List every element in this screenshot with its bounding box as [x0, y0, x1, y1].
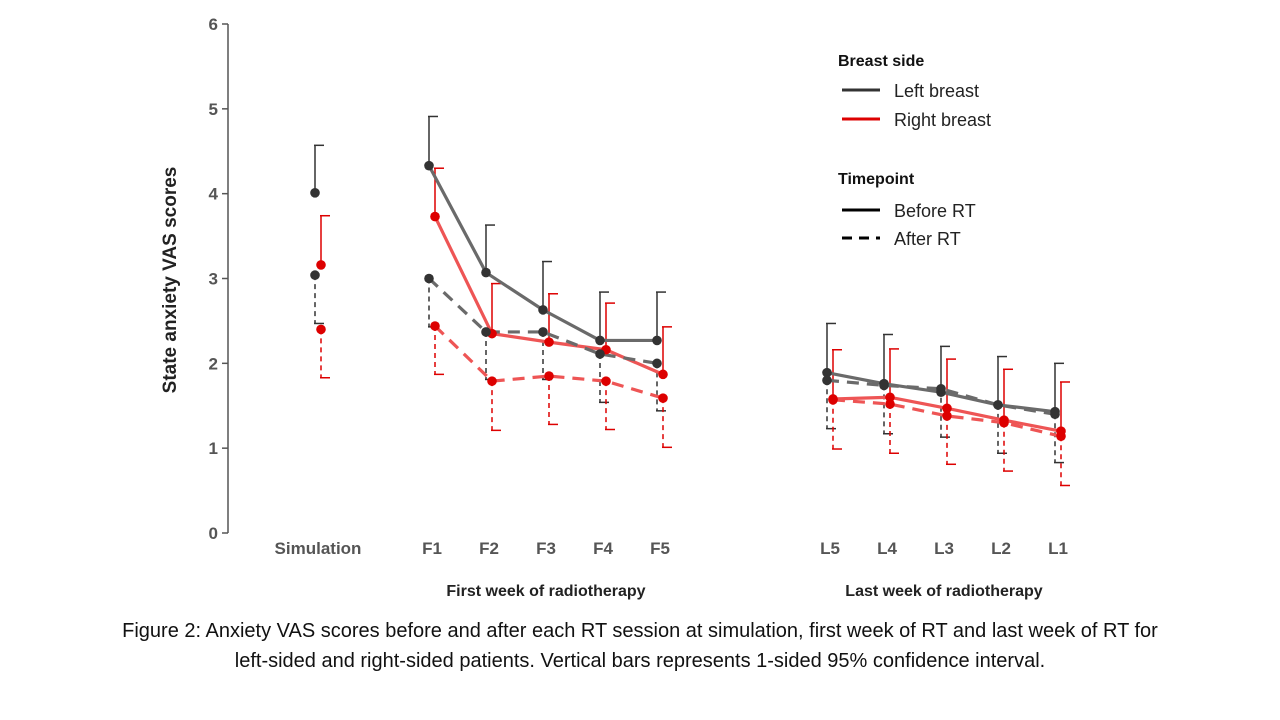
x-tick-label: F1: [422, 539, 442, 558]
data-point-left-before: [538, 305, 548, 315]
caption-line-1: Figure 2: Anxiety VAS scores before and …: [122, 620, 1158, 642]
y-tick-label: 6: [209, 15, 218, 34]
data-point-right-after: [658, 393, 668, 403]
data-point-left-after: [424, 273, 434, 284]
y-tick-label: 0: [209, 524, 218, 543]
data-point-left-after: [822, 375, 832, 386]
data-point-right-before: [430, 211, 440, 222]
data-point-right-after: [430, 321, 440, 331]
legend-title-breast-side: Breast side: [838, 53, 924, 70]
x-group-label: Last week of radiotherapy: [845, 583, 1042, 600]
caption-line-2: left-sided and right-sided patients. Ver…: [234, 650, 1046, 672]
data-point-left-after: [652, 358, 662, 369]
x-tick-label: L4: [877, 539, 897, 558]
x-tick-label: L1: [1048, 539, 1068, 558]
x-tick-label: L3: [934, 539, 954, 558]
data-point-right-after: [601, 376, 611, 386]
legend-title-timepoint: Timepoint: [838, 171, 915, 188]
data-point-left-after: [1050, 409, 1060, 420]
y-tick-label: 4: [209, 185, 219, 204]
y-tick-label: 2: [209, 354, 218, 373]
legend-label-after-rt: After RT: [894, 229, 961, 249]
data-point-right-before: [544, 337, 554, 347]
data-point-left-after: [481, 327, 491, 337]
x-tick-label: Simulation: [275, 539, 362, 558]
data-point-left-after: [310, 270, 320, 280]
data-point-left-before: [822, 367, 832, 378]
data-point-right-after: [828, 395, 838, 405]
y-tick-label: 3: [209, 270, 218, 289]
data-point-left-after: [936, 383, 946, 394]
confidence-interval-layer: [314, 115, 1070, 487]
legend-label-before-rt: Before RT: [894, 201, 976, 221]
data-point-left-after: [993, 400, 1003, 410]
data-point-left-before: [481, 267, 491, 278]
data-point-right-after: [1056, 431, 1066, 442]
y-tick-label: 1: [209, 439, 218, 458]
legend-label-left-breast: Left breast: [894, 81, 979, 101]
legend-label-right-breast: Right breast: [894, 110, 991, 130]
data-point-right-before: [885, 392, 895, 403]
data-point-right-after: [942, 411, 952, 421]
x-group-label: First week of radiotherapy: [446, 583, 645, 600]
x-tick-label: F2: [479, 539, 499, 558]
data-point-left-before: [652, 335, 662, 346]
data-point-left-after: [538, 327, 548, 337]
data-point-right-before: [658, 369, 668, 380]
data-point-left-before: [424, 160, 434, 171]
data-point-left-after: [879, 380, 889, 391]
x-tick-label: F3: [536, 539, 556, 558]
data-point-right-after: [999, 417, 1009, 428]
x-tick-label: L5: [820, 539, 840, 558]
legend: Breast side Left breast Right breast Tim…: [838, 53, 991, 249]
data-point-left-before: [595, 335, 605, 346]
y-axis-title: State anxiety VAS scores: [160, 167, 181, 394]
data-point-right-after: [316, 324, 326, 335]
data-point-right-after: [885, 399, 895, 409]
axis-layer: 0 1 2 3 4 5 6 Simulation F1 F2 F3 F4 F5 L5 L4 L3 L2 L1 Fir…: [209, 15, 1068, 600]
figure-caption: Figure 2: Anxiety VAS scores before and …: [40, 616, 1240, 676]
data-point-right-before: [942, 403, 952, 414]
data-point-left-before: [310, 188, 320, 198]
anxiety-line-chart: 0 1 2 3 4 5 6 Simulation F1 F2 F3 F4 F5 L5 L4 L3 L2 L1 Fir…: [160, 15, 1070, 600]
x-tick-label: F4: [593, 539, 613, 558]
y-tick-label: 5: [209, 100, 218, 119]
data-point-left-after: [595, 349, 605, 359]
data-point-right-after: [487, 376, 497, 386]
data-point-right-before: [316, 260, 326, 270]
data-point-layer: [310, 160, 1066, 442]
x-tick-label: L2: [991, 539, 1011, 558]
data-point-right-after: [544, 371, 554, 381]
x-tick-label: F5: [650, 539, 670, 558]
